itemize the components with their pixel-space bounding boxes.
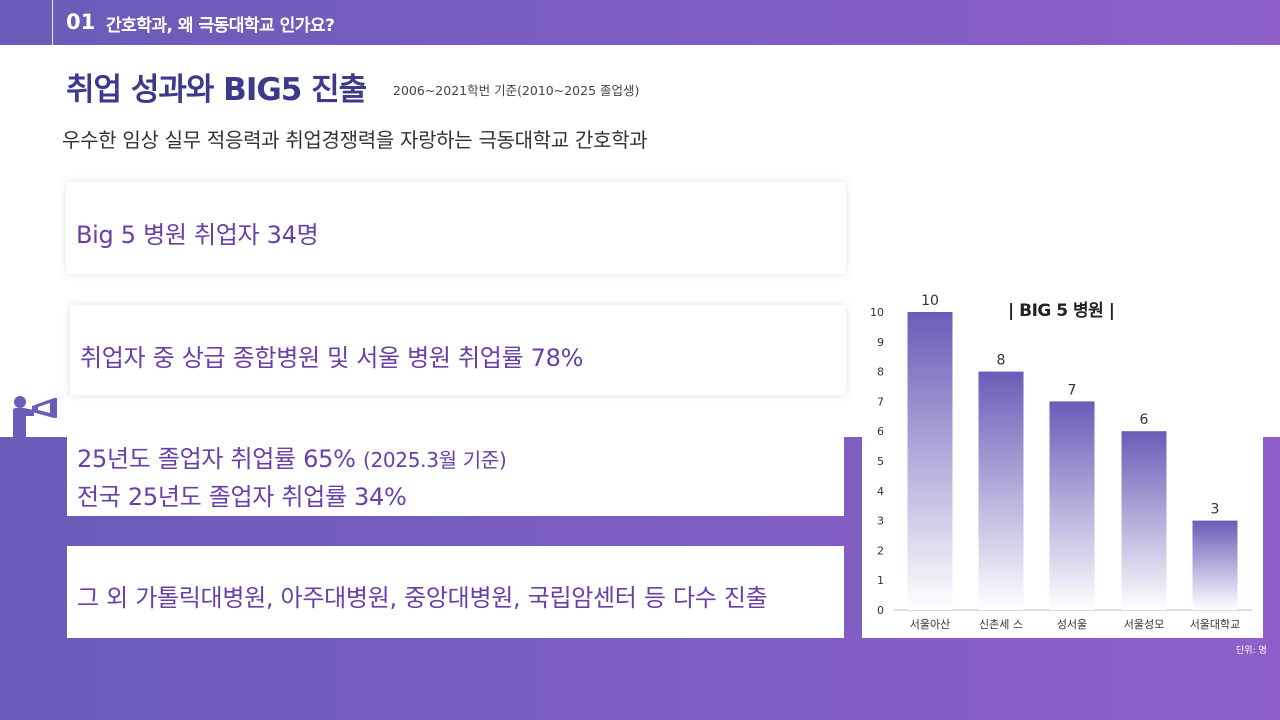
bar-value-label: 7: [1068, 382, 1077, 398]
top-bar: 01 간호학과, 왜 극동대학교 인가요?: [0, 0, 1280, 45]
bar-value-label: 3: [1211, 502, 1220, 518]
bar: [1192, 520, 1238, 610]
bar-value-label: 8: [997, 353, 1006, 369]
stat-box-big5: Big 5 병원 취업자 34명: [66, 182, 846, 274]
x-category-label: 성서울: [1057, 618, 1087, 631]
y-tick-label: 3: [877, 515, 884, 528]
y-tick-label: 2: [877, 544, 884, 557]
y-tick-label: 5: [877, 455, 884, 468]
y-tick-label: 8: [877, 366, 884, 379]
stat-line-employment-rate: 25년도 졸업자 취업률 65% (2025.3월 기준): [77, 439, 507, 474]
stat-box-seoul-rate: 취업자 중 상급 종합병원 및 서울 병원 취업률 78%: [70, 305, 846, 395]
stat-text-employment-rate: 25년도 졸업자 취업률 65%: [77, 445, 356, 473]
section-number: 01: [66, 10, 96, 34]
bar-value-label: 6: [1140, 412, 1149, 428]
stat-text-national-rate: 전국 25년도 졸업자 취업률 34%: [77, 483, 407, 511]
megaphone-person-icon: [13, 396, 57, 437]
stat-text-seoul-rate: 취업자 중 상급 종합병원 및 서울 병원 취업률 78%: [80, 344, 584, 372]
x-category-label: 서울성모: [1124, 618, 1164, 631]
section-title: 간호학과, 왜 극동대학교 인가요?: [106, 16, 335, 36]
x-category-label: 신촌세 스: [979, 618, 1023, 631]
bar: [1121, 431, 1167, 610]
title-note: 2006~2021학번 기준(2010~2025 졸업생): [393, 83, 640, 98]
chart-title: | BIG 5 병원 |: [1008, 301, 1115, 321]
stat-box-employment-rate: 25년도 졸업자 취업률 65% (2025.3월 기준) 전국 25년도 졸업…: [67, 423, 844, 516]
bar: [1049, 401, 1095, 610]
chart-unit-note: 단위: 명: [1236, 646, 1267, 656]
bar: [978, 371, 1024, 610]
x-category-label: 서울아산: [910, 618, 950, 631]
stat-note-employment-rate: (2025.3월 기준): [362, 448, 507, 472]
y-tick-label: 4: [877, 485, 884, 498]
y-tick-label: 6: [877, 425, 884, 438]
y-tick-label: 7: [877, 395, 884, 408]
y-tick-label: 1: [877, 574, 884, 587]
stat-text-big5: Big 5 병원 취업자 34명: [76, 221, 319, 249]
bar-chart: 0 1 2 3 4 5 6 7 8 9 10 10 8 7 6 3 서울아산 신촌세 스 성서울 서울성모 서울대학…: [870, 293, 1252, 631]
page-title: 취업 성과와 BIG5 진출: [66, 72, 367, 108]
stat-box-other-hospitals: 그 외 가톨릭대병원, 아주대병원, 중앙대병원, 국립암센터 등 다수 진출: [67, 546, 844, 638]
header-divider: [52, 0, 53, 45]
y-tick-label: 9: [877, 336, 884, 349]
y-tick-label: 0: [877, 604, 884, 617]
stat-text-other-hospitals: 그 외 가톨릭대병원, 아주대병원, 중앙대병원, 국립암센터 등 다수 진출: [77, 584, 768, 612]
y-tick-label: 10: [870, 306, 884, 319]
page-subtitle: 우수한 임상 실무 적응력과 취업경쟁력을 자랑하는 극동대학교 간호학과: [62, 128, 648, 152]
x-category-label: 서울대학교: [1190, 618, 1241, 631]
bar-value-label: 10: [921, 293, 939, 309]
bar: [907, 312, 953, 610]
